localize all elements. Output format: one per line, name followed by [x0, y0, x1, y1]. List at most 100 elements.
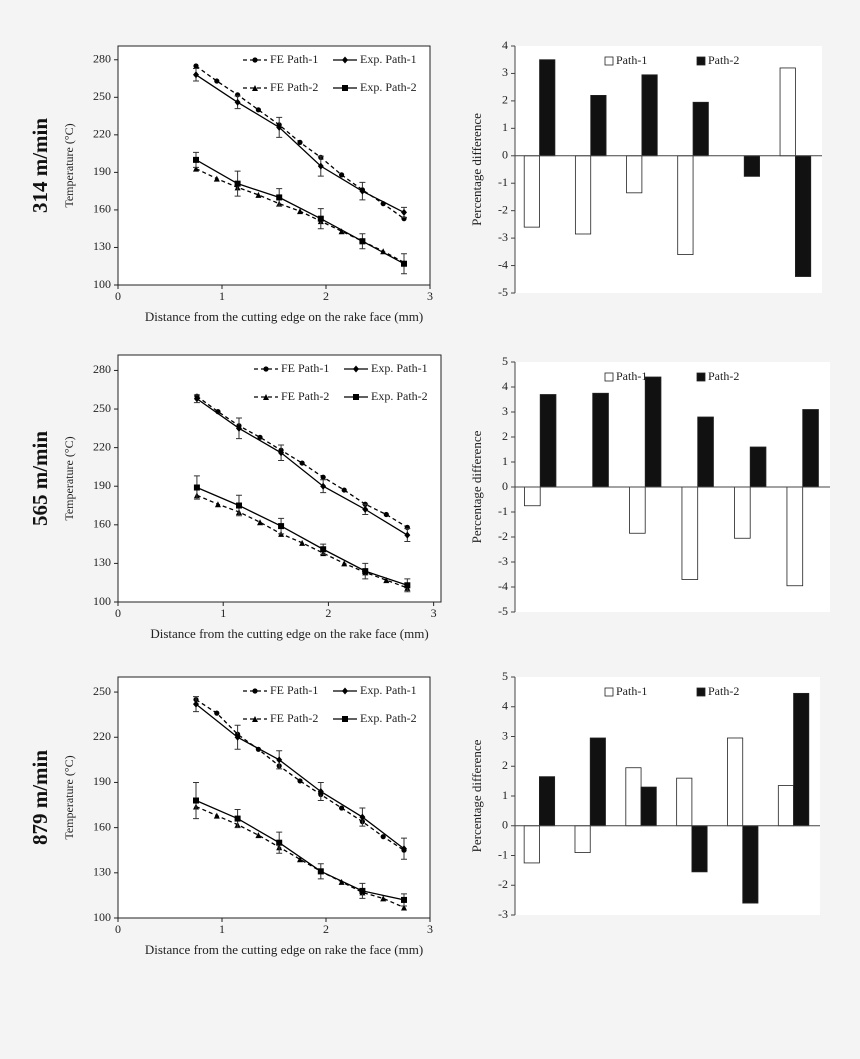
- bar: [539, 776, 556, 827]
- bar: [743, 155, 760, 177]
- marker: [380, 895, 387, 902]
- marker: [214, 501, 221, 508]
- y-tick-label: 130: [93, 555, 111, 569]
- marker: [383, 577, 390, 584]
- marker: [317, 162, 324, 170]
- plot-area: [117, 676, 431, 919]
- y-tick-label: 160: [93, 202, 111, 216]
- y-tick-label: 1: [502, 454, 508, 468]
- plot-area: [117, 45, 431, 286]
- bar: [574, 155, 592, 235]
- y-tick-label: 2: [502, 429, 508, 443]
- legend-swatch: [604, 56, 614, 66]
- y-tick-label: 1: [502, 788, 508, 802]
- plot-area: [117, 354, 442, 603]
- row-label: 879 m/min: [28, 750, 52, 845]
- marker: [359, 887, 366, 894]
- bar: [749, 446, 767, 488]
- y-tick-label: -3: [498, 230, 508, 244]
- marker: [380, 834, 386, 840]
- legend-label: FE Path-2: [270, 80, 318, 94]
- marker: [359, 187, 366, 195]
- marker: [257, 519, 264, 526]
- y-tick-label: 4: [502, 379, 508, 393]
- bar: [779, 67, 796, 157]
- marker: [193, 63, 199, 69]
- y-tick-label: 130: [93, 865, 111, 879]
- x-tick-label: 3: [431, 606, 437, 620]
- bar: [590, 95, 607, 157]
- legend-swatch: [604, 687, 614, 697]
- x-tick-label: 0: [115, 606, 121, 620]
- marker: [193, 797, 199, 804]
- series-line: [196, 486, 408, 586]
- bar: [574, 825, 591, 853]
- legend-label: Exp. Path-1: [360, 683, 417, 697]
- marker: [339, 805, 345, 811]
- x-tick-label: 3: [427, 289, 433, 303]
- legend-label: FE Path-2: [281, 389, 329, 403]
- plot-area: [515, 677, 820, 915]
- marker: [213, 812, 220, 819]
- bar: [697, 416, 714, 488]
- bar: [539, 394, 557, 488]
- plot-area: [515, 46, 822, 293]
- x-tick-label: 0: [115, 289, 121, 303]
- marker: [193, 71, 199, 79]
- series-line: [195, 799, 405, 901]
- legend-swatch: [696, 687, 706, 697]
- marker: [234, 180, 241, 187]
- y-tick-label: 4: [502, 38, 508, 52]
- y-tick-label: 3: [502, 728, 508, 742]
- y-tick-label: -1: [498, 175, 508, 189]
- y-tick-label: 220: [93, 729, 111, 743]
- bar: [523, 155, 540, 228]
- y-axis-label: Temperature (°C): [62, 123, 76, 207]
- marker: [342, 716, 348, 722]
- legend-label: Path-2: [708, 684, 739, 698]
- x-tick-label: 2: [323, 922, 329, 936]
- marker: [338, 878, 345, 885]
- bar: [626, 155, 643, 194]
- marker: [401, 904, 407, 911]
- y-tick-label: 3: [502, 404, 508, 418]
- series-line: [195, 74, 405, 214]
- marker: [278, 523, 285, 530]
- y-tick-label: 5: [502, 669, 508, 683]
- marker: [341, 487, 347, 493]
- marker: [276, 756, 283, 764]
- marker: [342, 687, 348, 695]
- legend-label: Path-1: [616, 369, 647, 383]
- marker: [234, 733, 241, 741]
- marker: [320, 546, 327, 553]
- marker: [341, 560, 348, 567]
- y-tick-label: -5: [498, 285, 508, 299]
- marker: [353, 394, 359, 400]
- bar: [523, 825, 540, 864]
- x-tick-label: 1: [220, 606, 226, 620]
- marker: [193, 156, 199, 163]
- y-tick-label: -4: [498, 579, 508, 593]
- y-tick-label: 250: [93, 684, 111, 698]
- y-tick-label: 5: [502, 354, 508, 368]
- x-axis-label: Distance from the cutting edge on the ra…: [150, 626, 428, 641]
- y-tick-label: 0: [502, 479, 508, 493]
- bar: [777, 785, 794, 827]
- y-tick-label: -3: [498, 907, 508, 921]
- legend-label: Path-2: [708, 369, 739, 383]
- y-tick-label: -3: [498, 554, 508, 568]
- marker: [297, 208, 303, 215]
- bar: [640, 786, 657, 827]
- bar: [589, 737, 606, 827]
- y-tick-label: 250: [93, 89, 111, 103]
- marker: [193, 700, 199, 708]
- marker: [320, 482, 327, 490]
- bar: [794, 155, 812, 277]
- y-tick-label: 4: [502, 699, 508, 713]
- legend-label: Exp. Path-1: [371, 361, 428, 375]
- y-tick-label: -4: [498, 257, 508, 271]
- marker: [252, 57, 258, 63]
- series-line: [195, 159, 405, 265]
- y-tick-label: 2: [502, 758, 508, 772]
- y-tick-label: 100: [93, 594, 111, 608]
